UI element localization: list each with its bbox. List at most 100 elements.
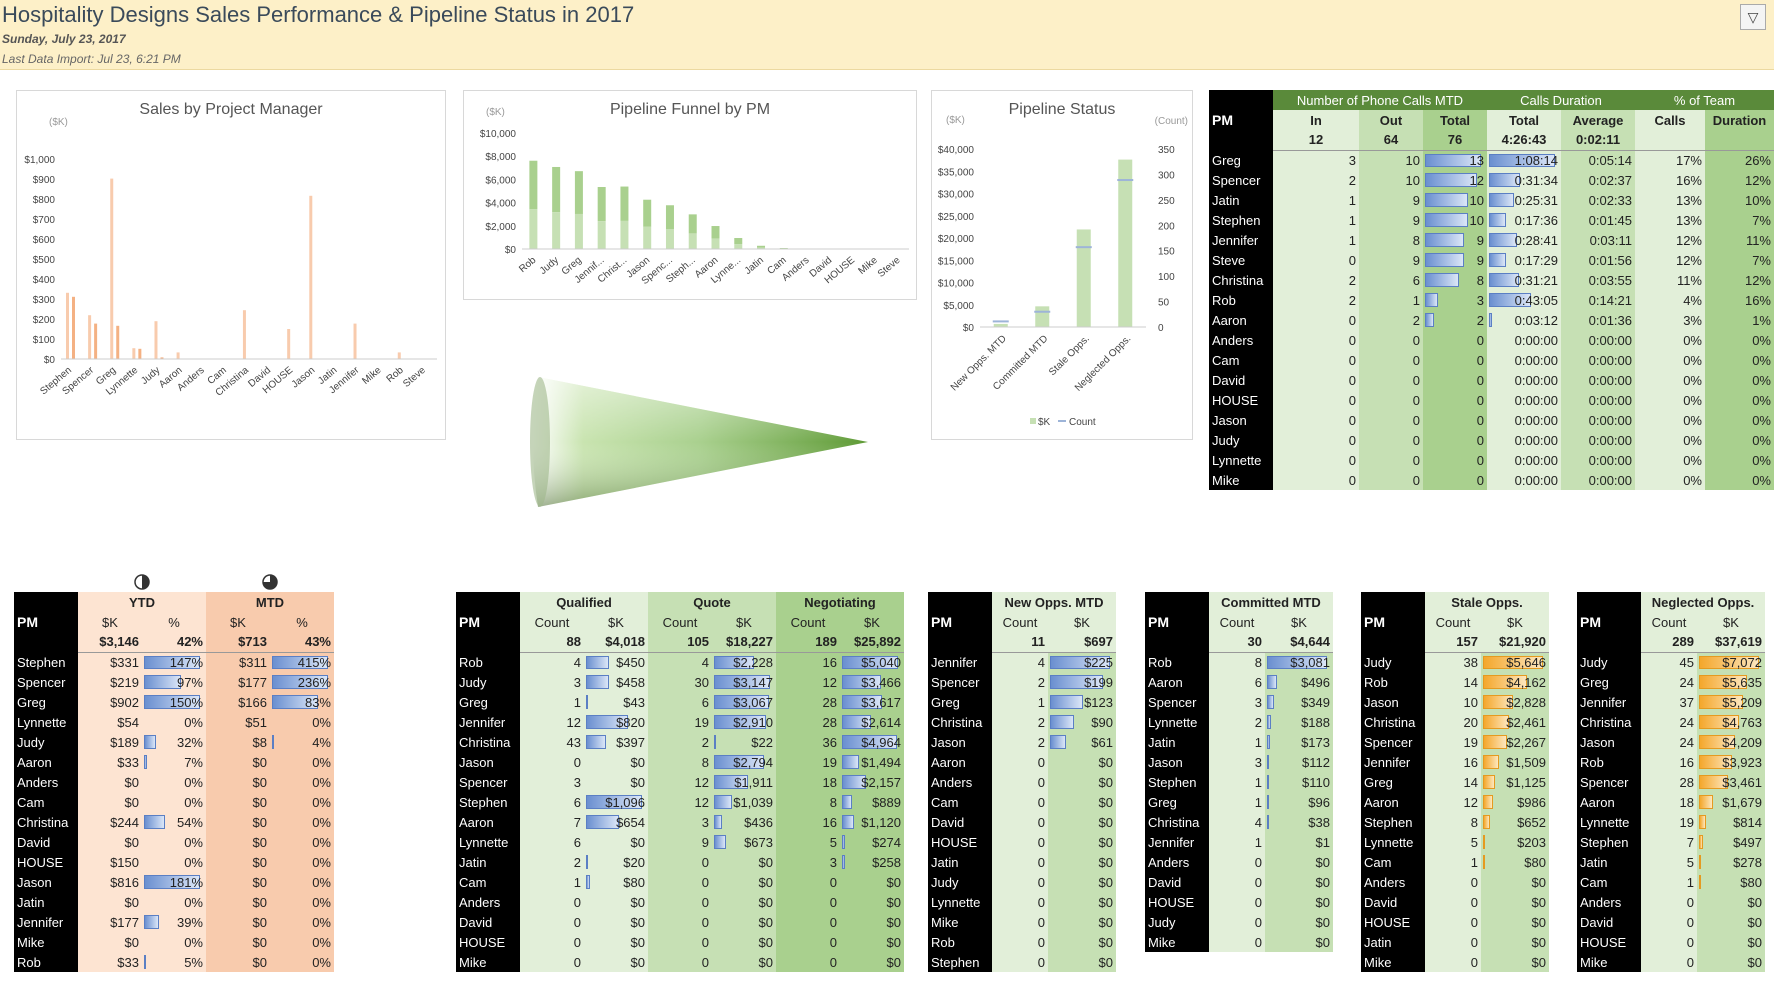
bar	[154, 321, 158, 359]
count-value: 0	[1425, 892, 1481, 912]
ytd-value: $244	[78, 812, 142, 832]
column-header: $K	[206, 612, 270, 632]
legend-label-count: Count	[1069, 417, 1096, 428]
cell-value: $0	[1531, 894, 1546, 910]
table-row: Jason 0 0 0 0:00:00 0:00:00 0% 0%	[1209, 410, 1774, 430]
data-bar	[1483, 735, 1507, 749]
cell-value: $0	[1098, 914, 1113, 930]
filter-icon[interactable]: ▽	[1740, 4, 1766, 30]
count-marker	[1034, 310, 1051, 313]
duration-average: 0:00:00	[1561, 370, 1635, 390]
pm-name: Rob	[1145, 652, 1209, 672]
k-value: $3,081	[1265, 652, 1333, 672]
y-tick-label: $2,000	[485, 222, 516, 233]
ytd-value: $54	[78, 712, 142, 732]
data-bar	[1699, 675, 1747, 689]
calls-out: 0	[1359, 430, 1423, 450]
y-tick-label: $0	[963, 323, 975, 334]
funnel-table-panel: PM Qualified Quote Negotiating Count $K Count $…	[456, 592, 904, 972]
team-duration-pct: 12%	[1705, 270, 1774, 290]
count-value: 19	[648, 712, 712, 732]
mtd-value: $0	[206, 852, 270, 872]
calls-total: 9	[1423, 230, 1487, 250]
cell-value: $0	[630, 774, 645, 790]
calls-total: 0	[1423, 370, 1487, 390]
data-bar	[1483, 755, 1500, 769]
bar-top	[757, 245, 766, 248]
count-value: 28	[776, 692, 840, 712]
count-value: 30	[648, 672, 712, 692]
table-row: Lynnette 6 $0 9 $673 5 $274	[456, 832, 904, 852]
count-value: 24	[1641, 712, 1697, 732]
table-row: HOUSE 0 0 0 0:00:00 0:00:00 0% 0%	[1209, 390, 1774, 410]
k-value: $2,157	[840, 772, 904, 792]
pm-name: Jason	[1145, 752, 1209, 772]
cell-value: 9	[1476, 252, 1484, 268]
k-value: $4,763	[1697, 712, 1765, 732]
k-value: $2,614	[840, 712, 904, 732]
funnel-totals-row: 88 $4,018 105 $18,227 189 $25,892	[456, 632, 904, 653]
table-row: Greg 14 $1,125	[1361, 772, 1549, 792]
table-row: Jennifer 12 $820 19 $2,910 28 $2,614	[456, 712, 904, 732]
group-header-row: PM Neglected Opps.	[1577, 592, 1765, 652]
y-tick-label: $5,000	[943, 301, 974, 312]
data-bar	[714, 835, 726, 849]
calls-out: 6	[1359, 270, 1423, 290]
new-opps-table: PM New Opps. MTD Count $K 11 $697 Jennifer 4 $22…	[928, 592, 1116, 972]
data-bar	[144, 695, 200, 709]
table-row: Greg $902 150% $166 83%	[14, 692, 334, 712]
data-bar	[1489, 173, 1520, 187]
data-bar	[842, 775, 866, 789]
bar	[176, 352, 180, 359]
pm-name: Jason	[928, 732, 992, 752]
column-header: %	[270, 612, 334, 632]
cell-value: $1,494	[861, 754, 901, 770]
count-value: 0	[992, 852, 1048, 872]
cell-value: $3,067	[733, 694, 773, 710]
pm-name: Mike	[1577, 952, 1641, 972]
duration-average: 0:02:37	[1561, 170, 1635, 190]
count-value: 1	[1209, 832, 1265, 852]
count-value: 0	[1209, 852, 1265, 872]
y2-axis-label: (Count)	[1155, 116, 1188, 127]
bar-bottom	[665, 229, 674, 249]
cell-value: $1,679	[1722, 794, 1762, 810]
pm-name: Steve	[1209, 250, 1273, 270]
y2-tick-label: 50	[1158, 298, 1170, 309]
k-value: $0	[1048, 812, 1116, 832]
k-value: $0	[1048, 772, 1116, 792]
team-calls-pct: 0%	[1635, 470, 1705, 490]
y2-tick-label: 250	[1158, 196, 1175, 207]
total-value: 43%	[270, 632, 334, 653]
data-bar	[714, 695, 769, 709]
cell-value: $0	[1531, 914, 1546, 930]
count-value: 0	[648, 932, 712, 952]
duration-total: 0:28:41	[1487, 230, 1561, 250]
count-value: 6	[648, 692, 712, 712]
y2-tick-label: 100	[1158, 272, 1175, 283]
cell-value: 12	[1469, 172, 1484, 188]
k-value: $450	[584, 652, 648, 672]
pm-header: PM	[1361, 592, 1425, 652]
mtd-value: $311	[206, 652, 270, 672]
y-tick-label: $35,000	[938, 167, 975, 178]
cell-value: $203	[1517, 834, 1546, 850]
x-tick-label: Mike	[360, 365, 384, 387]
k-value: $110	[1265, 772, 1333, 792]
cell-value: 0%	[312, 814, 331, 830]
k-value: $814	[1697, 812, 1765, 832]
k-value: $0	[1481, 872, 1549, 892]
pm-name: Aaron	[456, 812, 520, 832]
y-axis-label: ($K)	[946, 115, 965, 126]
cell-value: $0	[886, 934, 901, 950]
bar	[309, 195, 313, 359]
bar-bottom	[620, 220, 629, 249]
cell-value: 3	[1476, 292, 1484, 308]
team-duration-pct: 0%	[1705, 430, 1774, 450]
cell-value: 0:00:00	[1514, 392, 1558, 408]
calls-in: 0	[1273, 310, 1359, 330]
cell-value: $2,828	[1506, 694, 1546, 710]
table-row: Anders 0 0 0 0:00:00 0:00:00 0% 0%	[1209, 330, 1774, 350]
bar	[242, 310, 246, 359]
calls-in: 0	[1273, 410, 1359, 430]
